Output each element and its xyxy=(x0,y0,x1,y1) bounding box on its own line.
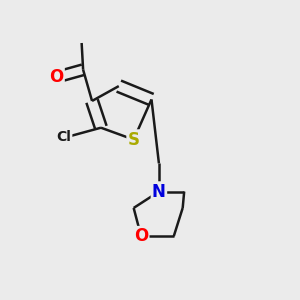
Text: O: O xyxy=(134,227,148,245)
Text: O: O xyxy=(49,68,64,86)
Text: N: N xyxy=(152,183,166,201)
Text: S: S xyxy=(128,130,140,148)
Text: Cl: Cl xyxy=(56,130,71,144)
